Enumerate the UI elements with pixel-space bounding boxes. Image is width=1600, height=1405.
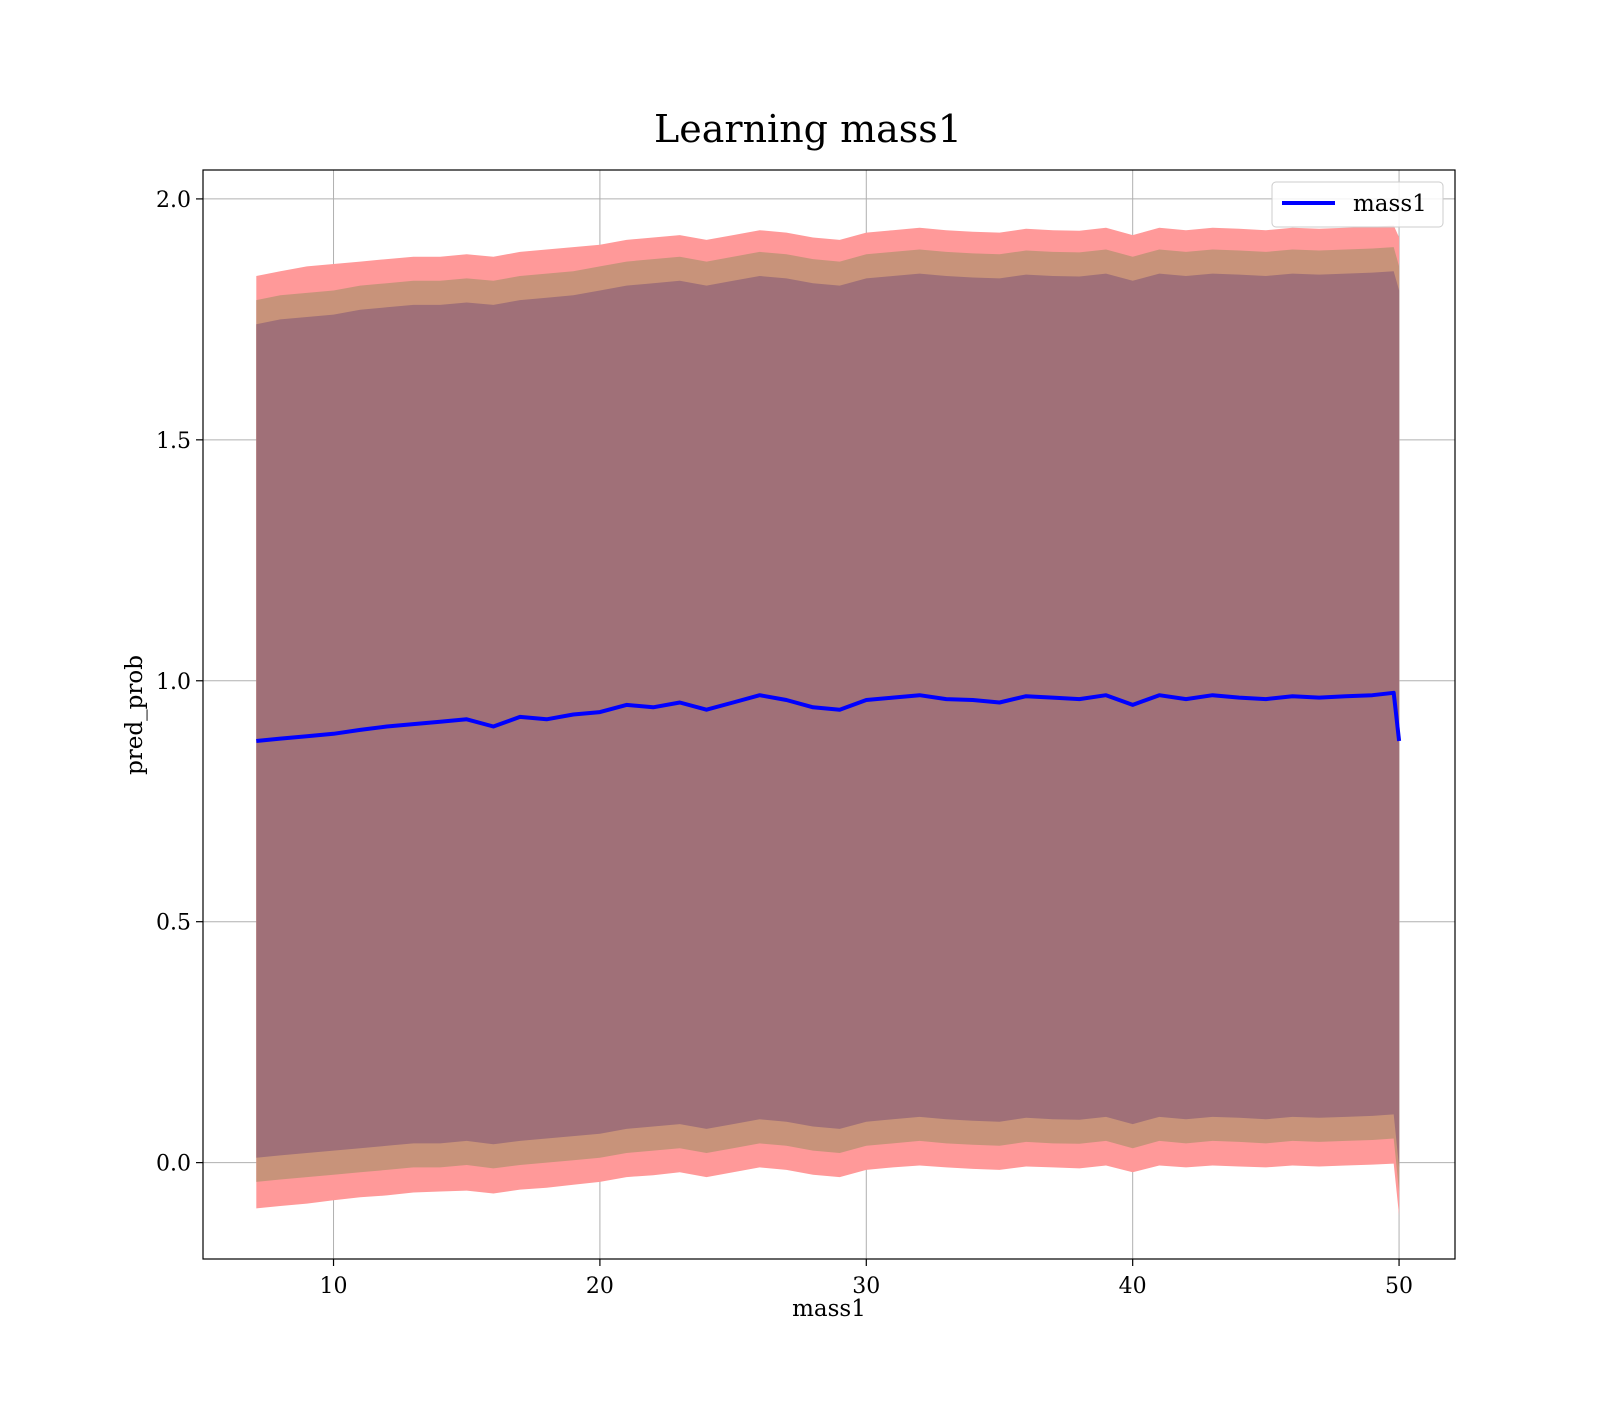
plot-frame — [202, 169, 1456, 1260]
line-layer — [256, 690, 1402, 743]
y-tick-label: 1.0 — [156, 670, 191, 695]
legend-box — [1271, 181, 1444, 228]
y-tick-label: 1.5 — [156, 429, 191, 454]
x-tick-label: 20 — [586, 1274, 614, 1299]
series-line-mass1 — [256, 690, 1402, 743]
y-tick-label: 0.5 — [156, 911, 191, 936]
y-tick-label: 0.0 — [156, 1152, 191, 1177]
x-axis-label: mass1 — [792, 1296, 866, 1322]
x-tick-label: 40 — [1119, 1274, 1147, 1299]
legend: mass1 — [1271, 181, 1444, 228]
y-axis-ticks: 0.0 0.5 1.0 1.5 2.0 — [156, 188, 203, 1177]
x-tick-label: 30 — [852, 1274, 880, 1299]
x-tick-label: 50 — [1385, 1274, 1413, 1299]
y-axis-label: pred_prob — [122, 655, 148, 775]
inner-confidence-band — [256, 271, 1400, 1168]
x-axis-ticks: 10 20 30 40 50 — [320, 1259, 1413, 1299]
legend-label: mass1 — [1353, 191, 1427, 217]
chart-title: Learning mass1 — [654, 107, 962, 151]
y-tick-label: 2.0 — [156, 188, 191, 213]
x-tick-label: 10 — [320, 1274, 348, 1299]
plot-area — [202, 169, 1456, 1260]
band-layer — [256, 225, 1400, 1216]
